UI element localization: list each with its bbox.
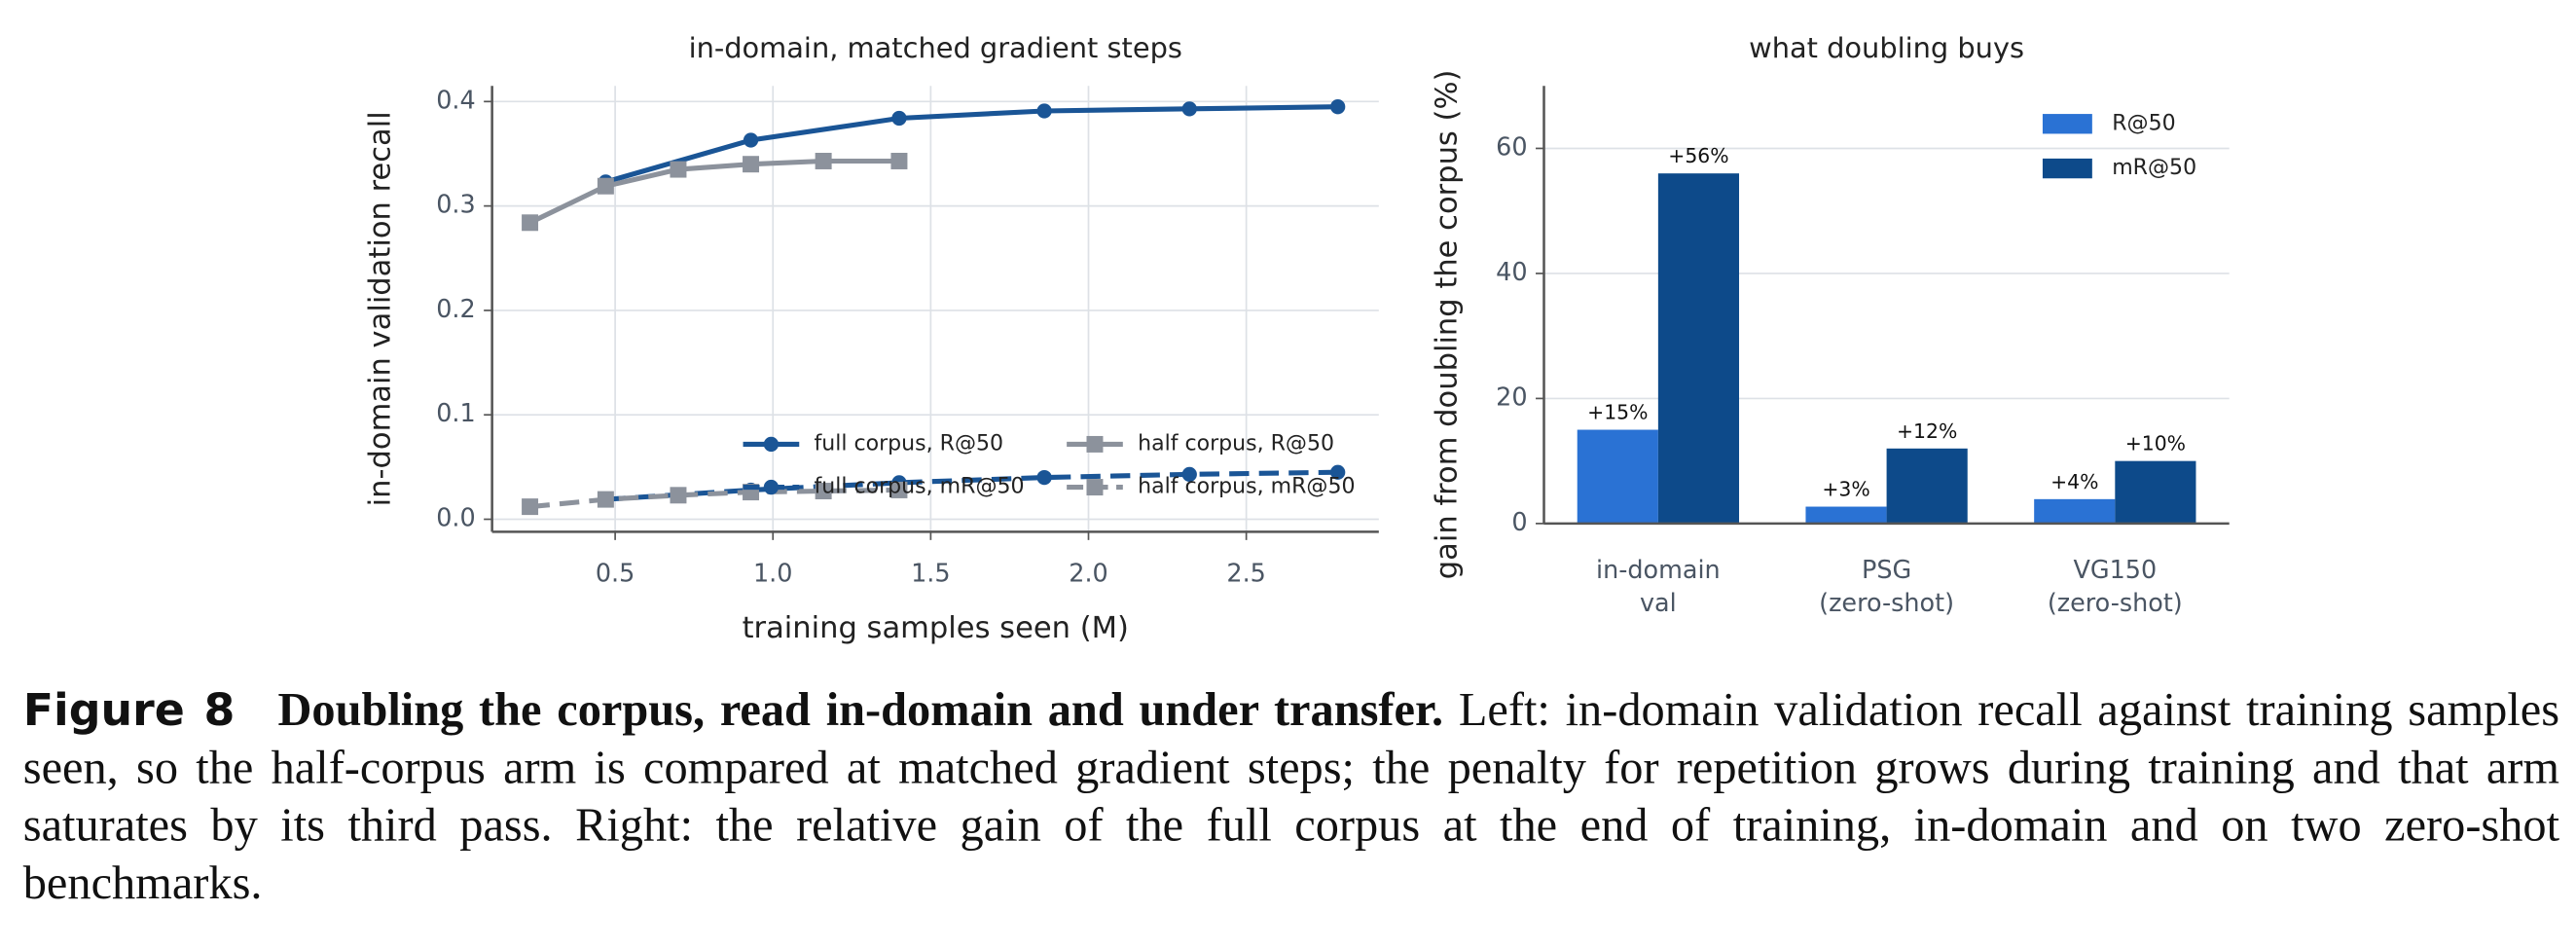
value-label: +12% [1897,419,1957,443]
x-axis-label: training samples seen (M) [743,611,1129,645]
x-tick-label: 2.0 [1069,559,1107,588]
bar [2115,460,2196,524]
legend-marker [1086,435,1104,453]
legend-label: full corpus, R@50 [815,431,1004,456]
y-tick-label: 40 [1496,258,1527,287]
x-tick-label: 1.5 [911,559,950,588]
legend-swatch [2042,158,2092,179]
x-tick-label: 2.5 [1226,559,1265,588]
chart-title: what doubling buys [1749,31,2024,64]
marker [890,481,908,498]
marker [743,132,759,148]
value-label: +4% [2050,470,2098,493]
marker [597,491,614,508]
line [529,487,899,510]
marker [890,152,908,169]
legend-label: R@50 [2112,111,2175,135]
bar [1886,448,1968,524]
legend-label: half corpus, mR@50 [1138,475,1355,499]
y-tick-label: 0.3 [436,191,475,220]
legend-marker [763,479,780,495]
line [528,158,899,226]
y-axis-label: in-domain validation recall [363,111,397,506]
marker [1181,101,1197,117]
chart-title: in-domain, matched gradient steps [689,31,1182,64]
bar [2034,498,2116,524]
marker [1181,466,1197,482]
marker [743,156,760,173]
y-tick-label: 0.4 [436,86,475,115]
legend-swatch [2042,114,2092,134]
marker [670,487,687,504]
caption-title: Doubling the corpus, read in-domain and … [277,685,1444,737]
bar [1657,173,1740,524]
y-tick-label: 0.0 [436,503,475,532]
legend-label: mR@50 [2112,156,2196,180]
marker [522,498,539,516]
marker [815,152,832,169]
caption: Figure 8 Doubling the corpus, read in-dom… [23,682,2559,914]
marker [670,161,687,178]
marker [522,214,539,232]
y-axis-label: gain from doubling the corpus (%) [1431,70,1465,580]
value-label: +15% [1587,401,1648,424]
legend-marker [763,436,780,453]
y-tick-label: 0 [1511,508,1527,537]
bar [1805,506,1887,524]
x-tick-label: PSG (zero-shot) [1819,556,1954,618]
y-tick-label: 60 [1496,132,1527,162]
line [604,104,1338,185]
marker [891,110,907,127]
marker [1330,464,1346,480]
legend-label: half corpus, R@50 [1138,431,1334,456]
marker [1036,469,1052,486]
x-tick-label: 1.0 [753,559,792,588]
x-tick-label: 0.5 [596,559,635,588]
value-label: +56% [1668,144,1728,167]
legend-marker [1086,479,1104,496]
legend-label: full corpus, mR@50 [815,475,1025,499]
x-tick-label: VG150 (zero-shot) [2048,556,2183,618]
marker [815,483,832,500]
value-label: +3% [1822,478,1869,501]
y-tick-label: 0.2 [436,295,475,324]
marker [1036,103,1052,119]
charts: 0.0 0.1 0.2 0.3 0.4 0.5 1.0 1.5 2.0 2.5 training s… [363,31,2230,645]
caption-label: Figure 8 [22,685,236,737]
marker [1330,99,1346,115]
y-tick-label: 20 [1496,383,1527,412]
bar [1577,429,1658,524]
caption-text: Left: in-domain validation recall agains… [22,685,2560,910]
value-label: +10% [2125,432,2186,456]
x-tick-label: in-domain val [1596,556,1721,618]
marker [597,177,614,195]
y-tick-label: 0.1 [436,399,475,428]
